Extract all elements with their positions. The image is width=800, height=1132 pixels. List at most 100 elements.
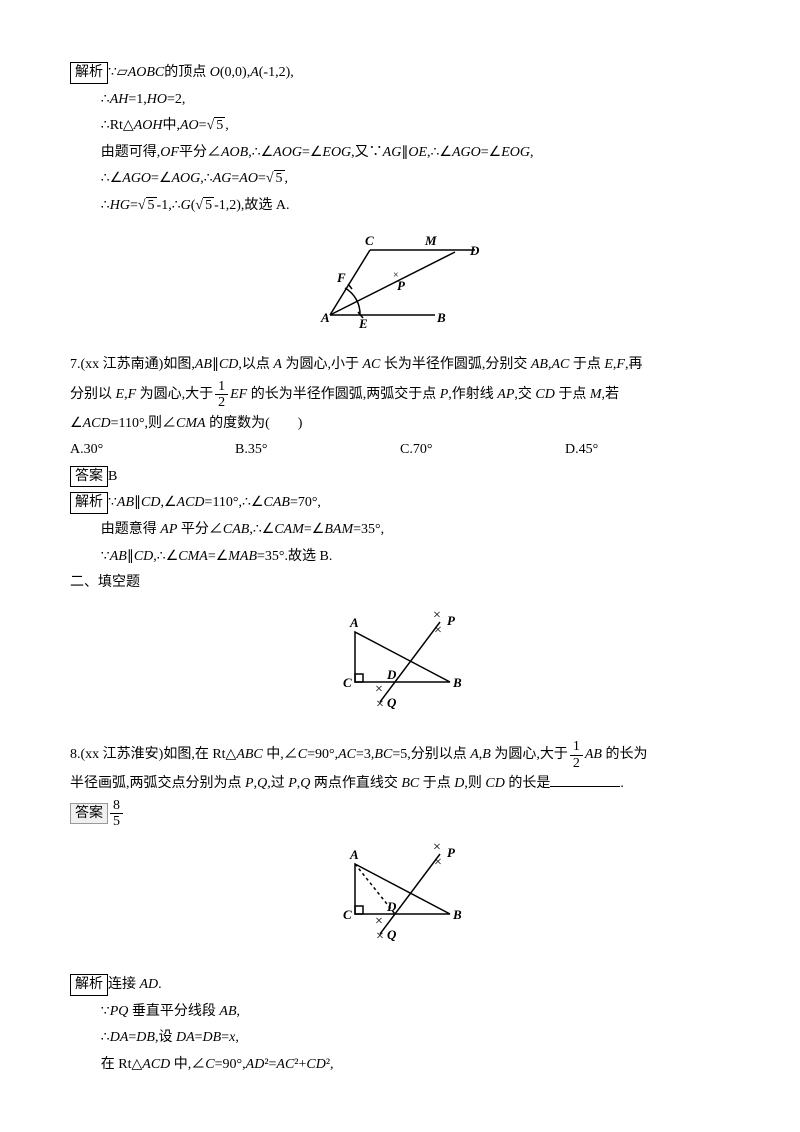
- text: E: [604, 357, 613, 372]
- text: AOBC: [128, 65, 165, 80]
- text: 于点: [569, 357, 604, 372]
- answer-fraction: 85: [110, 798, 123, 830]
- text: =110°,则∠: [111, 416, 176, 431]
- text: ,: [235, 1030, 239, 1045]
- text: 中,∠: [170, 1057, 205, 1072]
- svg-text:P: P: [447, 613, 456, 628]
- svg-text:×: ×: [434, 623, 442, 638]
- svg-text:E: E: [358, 316, 368, 330]
- text: ,: [285, 171, 289, 186]
- text: =3,: [356, 747, 374, 762]
- text: 为圆心,大于: [136, 387, 213, 402]
- text: 的度数为( ): [206, 416, 303, 431]
- text: ,过: [267, 776, 288, 791]
- text: HO: [147, 92, 167, 107]
- text: AB: [219, 1004, 236, 1019]
- text: 为圆心,大于: [491, 747, 568, 762]
- text: .(xx 江苏南通)如图,: [77, 357, 195, 372]
- text: AD: [140, 977, 159, 992]
- text: ACD: [83, 416, 111, 431]
- text: ,∴∠: [427, 145, 452, 160]
- text: AOH: [134, 118, 163, 133]
- svg-text:D: D: [469, 243, 480, 258]
- text: A: [273, 357, 282, 372]
- text: C: [298, 747, 307, 762]
- text: AC: [362, 357, 380, 372]
- text: P: [440, 387, 449, 402]
- text: CMA: [176, 416, 206, 431]
- text: AC: [551, 357, 569, 372]
- text: 的顶点: [164, 65, 210, 80]
- figure-3: × × × × A P C D B Q: [70, 839, 730, 960]
- text: ∥: [212, 357, 219, 372]
- text: DA: [176, 1030, 195, 1045]
- text: 半径画弧,两弧交点分别为点: [70, 776, 245, 791]
- text: -1,2),故选 A.: [214, 198, 289, 213]
- options-row: A.30° B.35° C.70° D.45°: [70, 437, 730, 464]
- text: ∴: [101, 198, 110, 213]
- text: ,交: [514, 387, 535, 402]
- analysis-label: 解析: [70, 492, 108, 514]
- svg-text:Q: Q: [387, 927, 397, 942]
- text: BAM: [324, 522, 353, 537]
- text: ACD: [142, 1057, 170, 1072]
- text: CAM: [274, 522, 304, 537]
- text: 由题意得: [101, 522, 161, 537]
- text: CD: [306, 1057, 325, 1072]
- text: ∴: [101, 92, 110, 107]
- text: ,又∵: [351, 145, 383, 160]
- option-a: A.30°: [70, 437, 235, 464]
- text: =2,: [167, 92, 185, 107]
- text: AO: [180, 118, 199, 133]
- svg-text:B: B: [452, 907, 462, 922]
- svg-text:×: ×: [375, 682, 383, 697]
- text: ,: [530, 145, 534, 160]
- svg-text:×: ×: [376, 929, 384, 944]
- text: ²+: [294, 1057, 306, 1072]
- text: =: [258, 171, 266, 186]
- text: -1,∴: [157, 198, 181, 213]
- text: ∥: [134, 495, 141, 510]
- text: CAB: [223, 522, 249, 537]
- text: ∵: [108, 495, 117, 510]
- text: AC: [338, 747, 356, 762]
- text: A: [470, 747, 479, 762]
- text: =∠: [302, 145, 322, 160]
- text: ABC: [236, 747, 262, 762]
- text: AB: [195, 357, 212, 372]
- text: CD: [134, 549, 153, 564]
- text: ∵: [101, 549, 110, 564]
- sqrt-icon: √5: [266, 166, 285, 193]
- text: ACD: [177, 495, 205, 510]
- fraction: 12: [570, 739, 583, 771]
- text: =70°,: [290, 495, 321, 510]
- text: AP: [160, 522, 177, 537]
- text: C: [205, 1057, 214, 1072]
- text: BC: [401, 776, 419, 791]
- figure-2: × × × × A P C D B Q: [70, 607, 730, 728]
- text: P: [245, 776, 254, 791]
- text: 中,: [162, 118, 180, 133]
- text: =: [221, 1030, 229, 1045]
- text: CMA: [178, 549, 208, 564]
- text: M: [590, 387, 602, 402]
- text: ,∠: [160, 495, 176, 510]
- text: AB: [585, 747, 602, 762]
- text: ,∴∠: [248, 145, 273, 160]
- text: =90°,: [215, 1057, 246, 1072]
- svg-text:×: ×: [376, 697, 384, 712]
- text: 的长是: [505, 776, 551, 791]
- text: ,: [225, 118, 229, 133]
- text: ,则: [464, 776, 485, 791]
- text: (0,0),: [220, 65, 250, 80]
- svg-text:B: B: [436, 310, 446, 325]
- text: ,∴: [200, 171, 212, 186]
- svg-text:B: B: [452, 675, 462, 690]
- text: ,: [237, 1004, 241, 1019]
- text: AP: [497, 387, 514, 402]
- text: DA: [110, 1030, 129, 1045]
- svg-text:×: ×: [434, 855, 442, 870]
- text: 平分∠: [179, 145, 221, 160]
- text: 在 Rt△: [101, 1057, 143, 1072]
- text: =: [199, 118, 207, 133]
